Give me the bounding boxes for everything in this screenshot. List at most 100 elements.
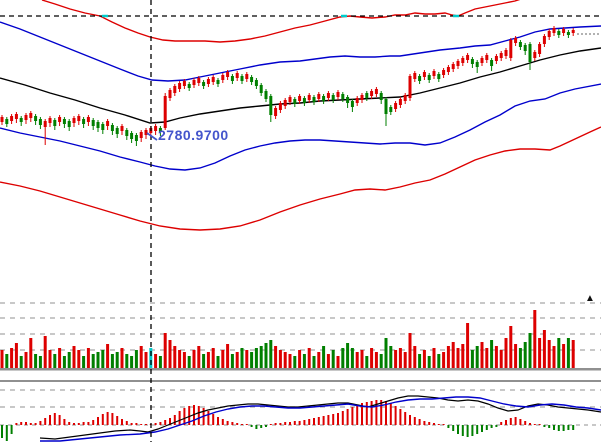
lower-inner-band: [0, 83, 601, 171]
volume-bar: [86, 348, 90, 368]
volume-bar: [466, 323, 470, 368]
volume-bar: [451, 342, 455, 368]
candle-body: [264, 91, 268, 99]
candle-body: [278, 103, 282, 110]
volume-bar: [77, 350, 81, 368]
candle-body: [125, 130, 129, 136]
upper-inner-band: [0, 21, 601, 82]
volume-bar: [461, 344, 465, 368]
candle-body: [192, 80, 196, 85]
volume-baseline: [0, 368, 601, 371]
candle-body: [106, 121, 110, 126]
candle-body: [96, 122, 100, 128]
candle-body: [158, 128, 162, 132]
candle-body: [211, 77, 215, 82]
candle-body: [120, 126, 124, 131]
volume-bar: [302, 354, 306, 368]
candle-body: [101, 124, 105, 130]
candle-body: [82, 119, 86, 124]
candle-body: [514, 38, 518, 43]
volume-bar: [187, 356, 191, 368]
volume-bar: [192, 350, 196, 368]
middle-band: [0, 47, 601, 124]
candle-body: [182, 81, 186, 86]
panel-expand-triangle-icon[interactable]: ▲: [585, 293, 595, 304]
volume-bar: [29, 338, 33, 368]
volume-bar: [82, 356, 86, 368]
volume-bar: [139, 346, 143, 368]
volume-bar: [144, 352, 148, 368]
candle-body: [53, 120, 57, 126]
candle-body: [240, 76, 244, 81]
candle-body: [350, 101, 354, 107]
volume-bar: [254, 348, 258, 368]
candle-body: [437, 74, 441, 79]
volume-bar: [456, 348, 460, 368]
volume-bar: [485, 348, 489, 368]
candle-body: [408, 76, 412, 98]
volume-bar: [96, 352, 100, 368]
volume-bar: [518, 348, 522, 368]
candle-body: [331, 95, 335, 100]
candle-body: [504, 50, 508, 56]
candle-body: [235, 73, 239, 78]
candle-body: [538, 44, 542, 54]
candle-body: [355, 98, 359, 103]
volume-bar: [197, 346, 201, 368]
candle-body: [571, 30, 575, 33]
candles-group: [0, 26, 575, 146]
candle-body: [77, 116, 81, 121]
volume-bar: [490, 340, 494, 368]
candle-body: [134, 135, 138, 141]
candle-body: [10, 116, 14, 121]
candle-body: [456, 61, 460, 66]
candle-body: [72, 118, 76, 123]
candle-body: [360, 95, 364, 100]
candle-body: [187, 84, 191, 88]
candle-body: [379, 93, 383, 100]
candle-body: [365, 93, 369, 98]
candle-body: [144, 130, 148, 135]
volume-bar: [350, 348, 354, 368]
candle-body: [91, 120, 95, 126]
volume-bar: [442, 352, 446, 368]
lower-outer-band: [0, 126, 601, 231]
candle-body: [317, 94, 321, 99]
volume-bar: [370, 348, 374, 368]
candle-body: [86, 117, 90, 122]
volume-bar: [422, 350, 426, 368]
band-lines-group: [0, 0, 601, 231]
candle-body: [221, 75, 225, 80]
candle-body: [418, 76, 422, 81]
candle-body: [110, 125, 114, 131]
candle-body: [230, 76, 234, 81]
volume-bar: [331, 350, 335, 368]
volume-bar: [226, 344, 230, 368]
volume-bar: [38, 356, 42, 368]
crosshair-price-label: 2780.9700: [158, 127, 229, 143]
volume-bar: [14, 343, 18, 368]
volume-bar: [307, 348, 311, 368]
volume-bar: [418, 354, 422, 368]
volume-bar: [206, 352, 210, 368]
volume-bar: [566, 338, 570, 368]
candle-body: [432, 71, 436, 76]
volume-bar: [154, 354, 158, 368]
macd-lines-group: [39, 395, 601, 442]
volume-bar: [523, 342, 527, 368]
volume-bar: [389, 346, 393, 368]
candle-body: [269, 96, 273, 115]
volume-bars-group: [0, 310, 575, 368]
candle-body: [370, 91, 374, 96]
volume-bar: [19, 356, 23, 368]
volume-bar: [542, 330, 546, 368]
volume-bar: [163, 333, 167, 368]
volume-bar: [499, 350, 503, 368]
candle-body: [413, 73, 417, 79]
volume-bar: [91, 354, 95, 368]
volume-bar: [283, 352, 287, 368]
volume-bar: [250, 352, 254, 368]
candle-body: [173, 86, 177, 93]
candle-body: [374, 89, 378, 94]
